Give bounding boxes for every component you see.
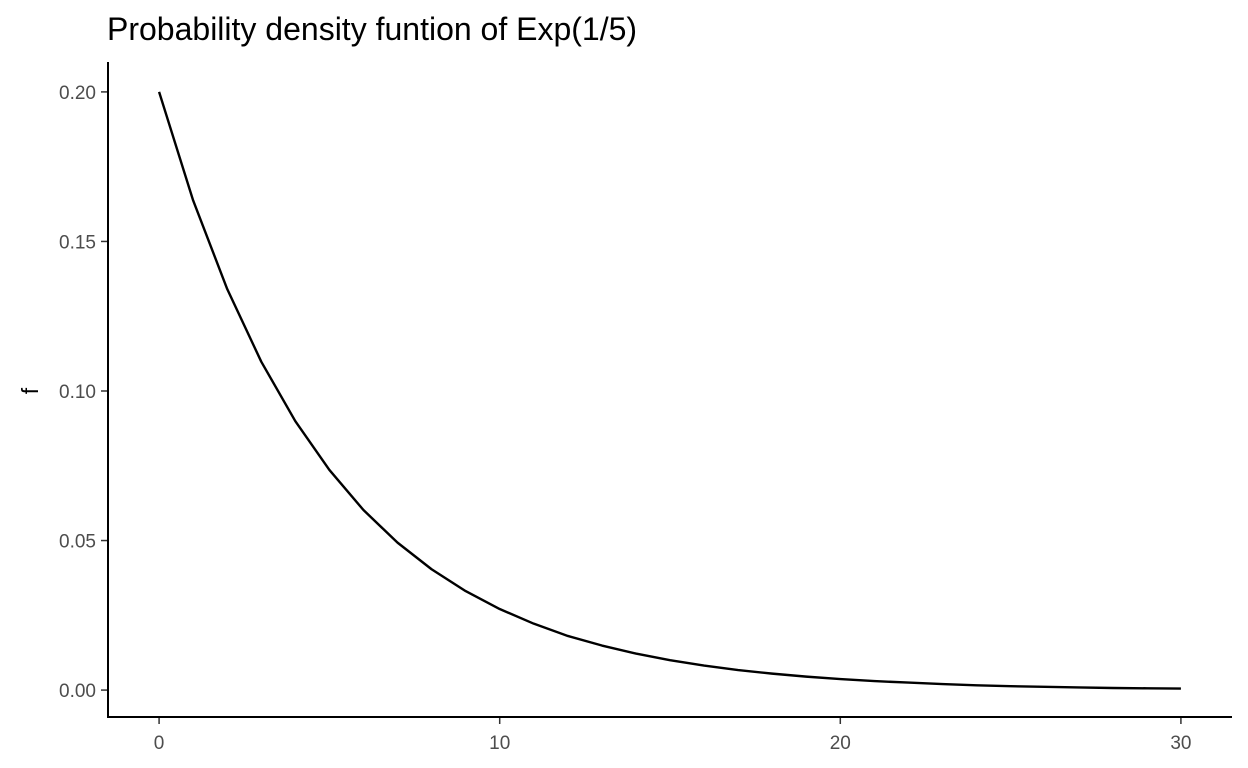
chart-title: Probability density funtion of Exp(1/5) <box>107 11 637 47</box>
y-tick-label: 0.05 <box>59 532 96 553</box>
x-tick-label: 0 <box>154 733 165 754</box>
x-tick-label: 20 <box>830 733 851 754</box>
y-tick-label: 0.15 <box>59 232 96 253</box>
y-tick-label: 0.00 <box>59 681 96 702</box>
y-tick-label: 0.20 <box>59 83 96 104</box>
y-axis-label: f <box>17 387 43 394</box>
x-tick-label: 10 <box>489 733 510 754</box>
series-layer <box>157 91 1181 690</box>
x-tick-label: 30 <box>1170 733 1191 754</box>
y-axis-ticks: 0.00 0.05 0.10 0.15 0.20 <box>59 83 108 702</box>
y-tick-label: 0.10 <box>59 382 96 403</box>
x-axis-ticks: 0 10 20 30 <box>154 717 1191 754</box>
density-curve-line <box>157 91 1181 690</box>
